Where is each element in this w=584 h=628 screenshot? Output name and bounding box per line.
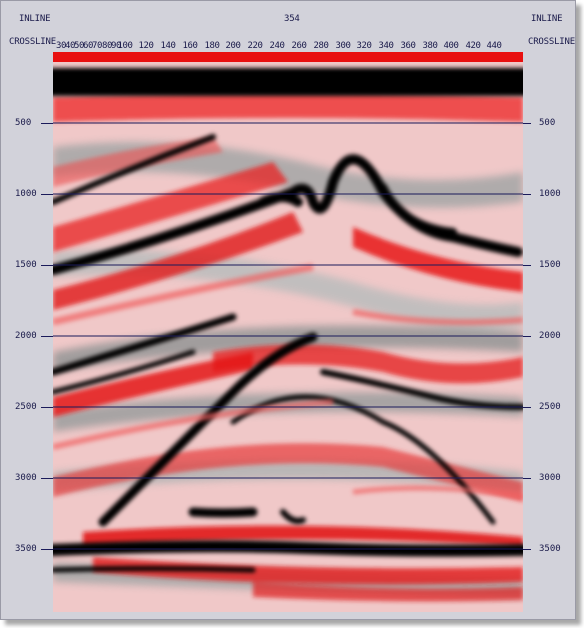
- time-line-extension: [41, 194, 53, 195]
- time-tick-label: 1500: [15, 260, 37, 270]
- time-line-extension: [523, 336, 531, 337]
- crossline-tick-label: 50: [73, 41, 85, 51]
- time-tick-label: 1000: [539, 189, 561, 199]
- time-tick-label: 1500: [539, 260, 561, 270]
- crossline-tick-label: 240: [269, 41, 285, 51]
- time-tick-label: 3000: [15, 473, 37, 483]
- crossline-tick-label: 180: [204, 41, 220, 51]
- crossline-tick-label: 80: [101, 41, 113, 51]
- crossline-tick-label: 420: [465, 41, 481, 51]
- crossline-tick-label: 60: [82, 41, 94, 51]
- crossline-tick-label: 200: [225, 41, 241, 51]
- crossline-tick-label: 70: [91, 41, 103, 51]
- time-line-extension: [41, 549, 53, 550]
- time-line-extension: [523, 265, 531, 266]
- seismic-section[interactable]: [53, 52, 523, 612]
- time-line-extension: [41, 336, 53, 337]
- crossline-tick-label: 40: [64, 41, 76, 51]
- time-line-extension: [41, 478, 53, 479]
- crossline-tick-label: 400: [443, 41, 459, 51]
- crossline-tick-label: 360: [400, 41, 416, 51]
- crossline-tick-label: 140: [160, 41, 176, 51]
- time-tick-label: 500: [15, 118, 32, 128]
- crossline-tick-label: 300: [335, 41, 351, 51]
- crossline-tick-label: 120: [138, 41, 154, 51]
- crossline-tick-label: 340: [378, 41, 394, 51]
- crossline-tick-label: 100: [117, 41, 133, 51]
- time-line-extension: [523, 123, 531, 124]
- crossline-tick-label: 320: [356, 41, 372, 51]
- time-line-extension: [523, 407, 531, 408]
- crossline-tick-label: 380: [422, 41, 438, 51]
- time-tick-label: 3500: [15, 544, 37, 554]
- crossline-tick-label: 30: [55, 41, 67, 51]
- crossline-tick-label: 260: [291, 41, 307, 51]
- time-tick-label: 2500: [539, 402, 561, 412]
- time-tick-label: 2000: [15, 331, 37, 341]
- inline-label-right: INLINE: [531, 14, 563, 24]
- time-tick-label: 500: [539, 118, 556, 128]
- time-tick-label: 2000: [539, 331, 561, 341]
- crossline-label-right: CROSSLINE: [528, 37, 575, 47]
- inline-number: 354: [284, 14, 300, 24]
- crossline-tick-label: 440: [486, 41, 502, 51]
- crossline-tick-label: 90: [110, 41, 122, 51]
- time-tick-label: 3500: [539, 544, 561, 554]
- seismic-viewer-frame: INLINE CROSSLINE 354 INLINE CROSSLINE 30…: [0, 0, 576, 620]
- crossline-label-left: CROSSLINE: [9, 37, 56, 47]
- time-line-extension: [41, 265, 53, 266]
- time-line-extension: [41, 123, 53, 124]
- crossline-tick-label: 160: [182, 41, 198, 51]
- crossline-tick-label: 280: [313, 41, 329, 51]
- crossline-tick-label: 220: [247, 41, 263, 51]
- time-line-extension: [523, 478, 531, 479]
- time-tick-label: 2500: [15, 402, 37, 412]
- time-line-extension: [523, 549, 531, 550]
- time-line-extension: [523, 194, 531, 195]
- time-tick-label: 3000: [539, 473, 561, 483]
- inline-label-left: INLINE: [19, 14, 51, 24]
- time-tick-label: 1000: [15, 189, 37, 199]
- time-line-extension: [41, 407, 53, 408]
